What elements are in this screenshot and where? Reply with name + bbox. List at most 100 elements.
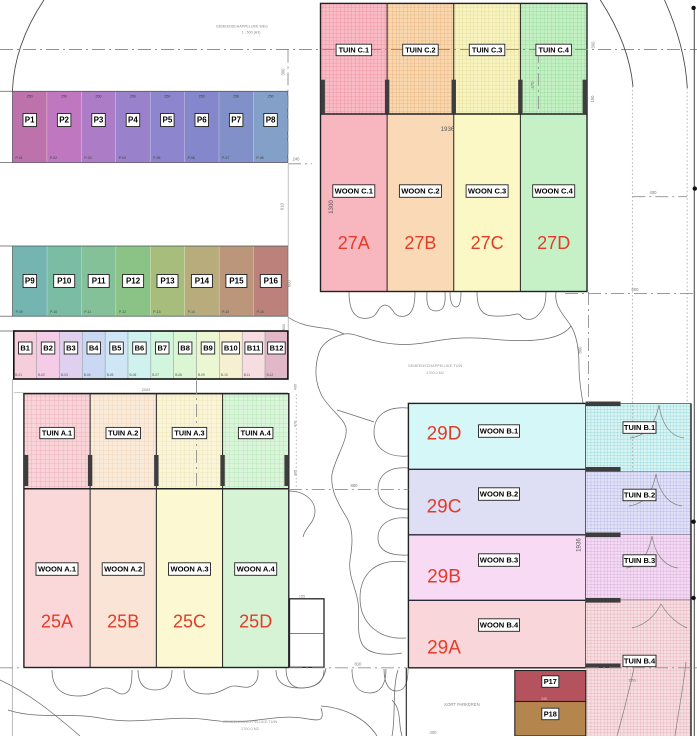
svg-text:150: 150 [590, 95, 595, 103]
svg-text:B8: B8 [180, 344, 190, 353]
svg-text:29C: 29C [427, 497, 462, 518]
svg-text:1936: 1936 [576, 538, 583, 552]
svg-text:860: 860 [351, 483, 359, 488]
svg-text:470: 470 [530, 81, 535, 89]
svg-text:WOON B.4: WOON B.4 [480, 621, 519, 630]
svg-text:GEMEENSCHAPPELIJKE TUIN: GEMEENSCHAPPELIJKE TUIN [408, 364, 463, 368]
svg-text:P-08: P-08 [256, 156, 263, 160]
svg-text:TUIN B.3: TUIN B.3 [624, 556, 655, 565]
svg-text:WOON C.4: WOON C.4 [534, 187, 573, 196]
svg-text:P18: P18 [544, 710, 557, 719]
svg-text:GEMEENSCHAPPELIJKE TUIN: GEMEENSCHAPPELIJKE TUIN [223, 720, 278, 724]
svg-text:B11: B11 [247, 344, 260, 353]
svg-text:B-07: B-07 [152, 373, 159, 377]
svg-text:770: 770 [628, 678, 636, 683]
svg-text:29A: 29A [427, 638, 461, 659]
svg-text:TUIN A.3: TUIN A.3 [174, 429, 204, 438]
svg-text:P17: P17 [544, 677, 557, 686]
svg-text:155: 155 [299, 595, 305, 599]
svg-text:P-16: P-16 [257, 310, 264, 314]
svg-text:P-12: P-12 [119, 310, 126, 314]
svg-text:B-01: B-01 [15, 373, 22, 377]
svg-text:B1: B1 [20, 344, 30, 353]
svg-text:B7: B7 [158, 344, 168, 353]
svg-text:P12: P12 [126, 277, 141, 286]
svg-text:TUIN C.1: TUIN C.1 [339, 46, 369, 55]
svg-text:P-03: P-03 [84, 156, 91, 160]
svg-text:P-01: P-01 [16, 156, 23, 160]
svg-text:P-05: P-05 [153, 156, 160, 160]
svg-text:B5: B5 [112, 344, 122, 353]
svg-text:WOON C.2: WOON C.2 [401, 187, 439, 196]
svg-text:P6: P6 [197, 116, 207, 125]
svg-text:300: 300 [281, 68, 286, 76]
svg-text:610: 610 [280, 202, 285, 210]
svg-text:B-12: B-12 [267, 373, 274, 377]
svg-text:250: 250 [164, 95, 170, 99]
svg-text:25C: 25C [173, 612, 206, 632]
svg-text:810: 810 [355, 661, 363, 666]
svg-text:TUIN A.2: TUIN A.2 [108, 429, 138, 438]
svg-text:800: 800 [578, 346, 583, 354]
svg-text:WOON A.4: WOON A.4 [237, 565, 276, 574]
svg-text:B-05: B-05 [107, 373, 114, 377]
svg-text:P-15: P-15 [222, 310, 229, 314]
svg-text:B-02: B-02 [38, 373, 45, 377]
svg-text:B-08: B-08 [175, 373, 182, 377]
svg-text:GEMEENSCHAPPELIJKE WEG: GEMEENSCHAPPELIJKE WEG [216, 25, 268, 29]
svg-text:1936: 1936 [441, 126, 455, 133]
svg-text:TUIN C.2: TUIN C.2 [405, 46, 435, 55]
svg-text:250: 250 [27, 95, 33, 99]
svg-text:P5: P5 [163, 116, 173, 125]
svg-text:P4: P4 [128, 116, 138, 125]
svg-text:WOON B.3: WOON B.3 [480, 556, 518, 565]
svg-text:B-03: B-03 [61, 373, 68, 377]
svg-text:P2: P2 [59, 116, 69, 125]
svg-text:P3: P3 [94, 116, 104, 125]
svg-text:250: 250 [130, 95, 136, 99]
svg-text:240: 240 [293, 157, 301, 162]
svg-text:29D: 29D [427, 424, 462, 445]
svg-text:B-06: B-06 [130, 373, 137, 377]
svg-text:27C: 27C [471, 233, 504, 253]
svg-text:600: 600 [632, 287, 640, 292]
svg-text:B9: B9 [203, 344, 213, 353]
svg-text:25D: 25D [239, 612, 272, 632]
svg-text:240: 240 [541, 697, 547, 701]
svg-text:25B: 25B [107, 612, 139, 632]
svg-text:P-04: P-04 [119, 156, 126, 160]
svg-text:B-10: B-10 [221, 373, 228, 377]
svg-text:P10: P10 [57, 277, 72, 286]
svg-text:1700.0 M2: 1700.0 M2 [426, 371, 444, 375]
svg-text:600: 600 [287, 280, 292, 288]
svg-text:400: 400 [650, 190, 658, 195]
svg-text:P-02: P-02 [50, 156, 57, 160]
svg-text:TUIN A.4: TUIN A.4 [241, 429, 272, 438]
svg-text:250: 250 [233, 95, 239, 99]
svg-text:27B: 27B [404, 233, 436, 253]
svg-text:WOON A.2: WOON A.2 [104, 565, 142, 574]
svg-text:WOON C.3: WOON C.3 [468, 187, 506, 196]
svg-text:25A: 25A [41, 612, 73, 632]
svg-text:TUIN B.2: TUIN B.2 [624, 491, 655, 500]
svg-text:B2: B2 [43, 344, 53, 353]
svg-text:P-07: P-07 [222, 156, 229, 160]
svg-text:27D: 27D [537, 233, 570, 253]
svg-text:TUIN B.1: TUIN B.1 [624, 423, 655, 432]
svg-text:B12: B12 [270, 344, 284, 353]
svg-text:P-06: P-06 [188, 156, 195, 160]
svg-text:WOON A.1: WOON A.1 [38, 565, 77, 574]
svg-text:1 : 500 (A3): 1 : 500 (A3) [242, 31, 261, 35]
svg-text:B4: B4 [89, 344, 99, 353]
svg-text:WOON A.3: WOON A.3 [170, 565, 208, 574]
svg-text:P16: P16 [264, 277, 279, 286]
svg-text:P1: P1 [25, 116, 35, 125]
svg-text:P-11: P-11 [84, 310, 91, 314]
svg-text:TUIN A.1: TUIN A.1 [42, 429, 72, 438]
svg-text:600: 600 [282, 324, 286, 330]
svg-text:P-09: P-09 [16, 310, 23, 314]
svg-text:P11: P11 [92, 277, 106, 286]
svg-text:1300: 1300 [328, 200, 335, 214]
svg-text:TUIN C.3: TUIN C.3 [472, 46, 502, 55]
svg-text:250: 250 [61, 95, 67, 99]
